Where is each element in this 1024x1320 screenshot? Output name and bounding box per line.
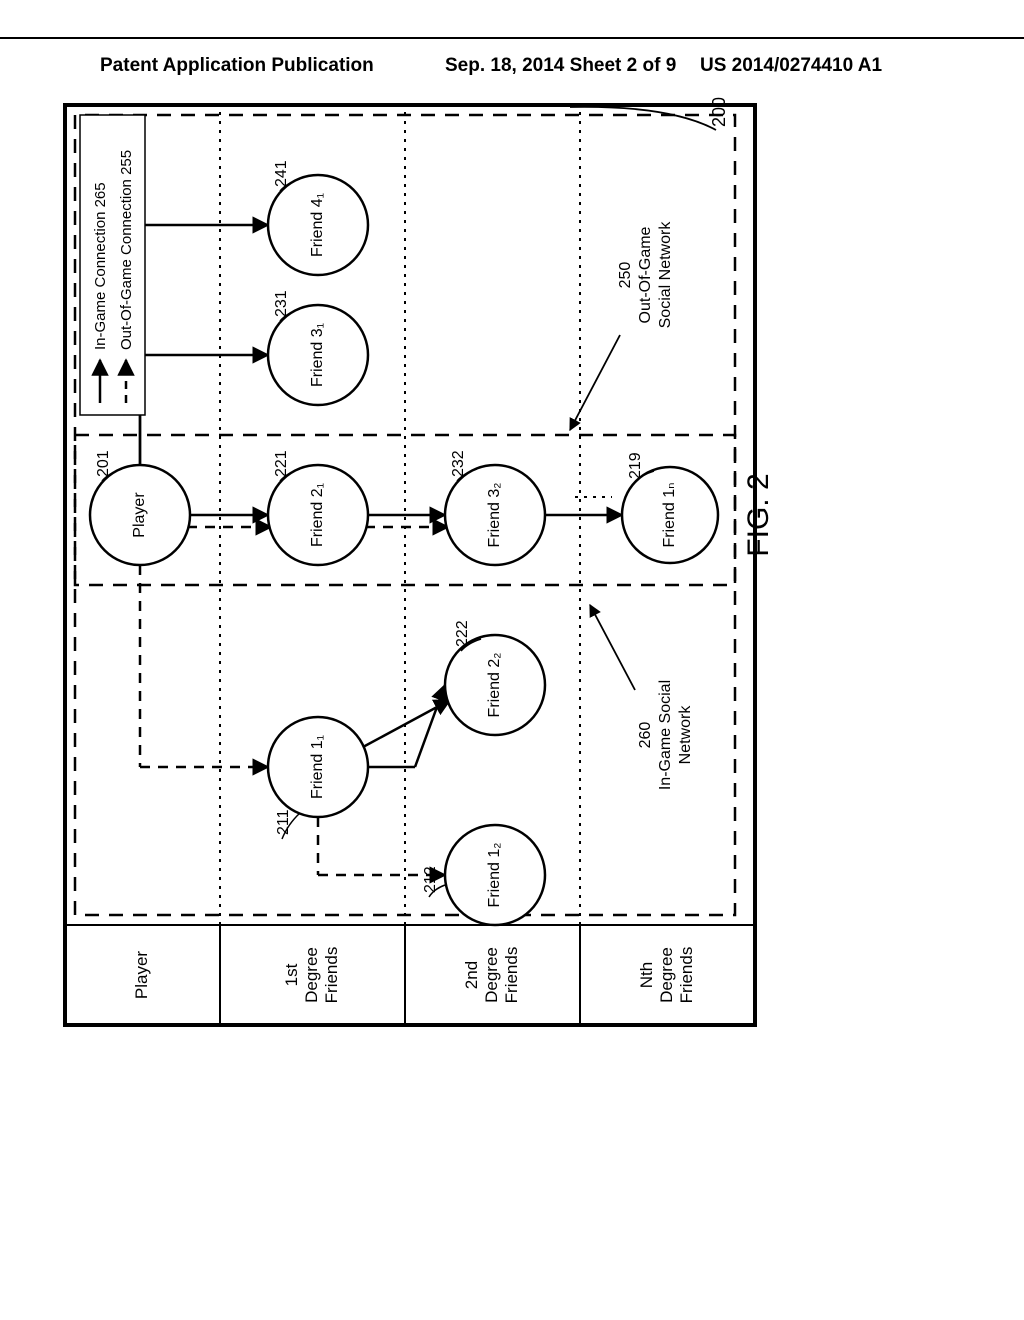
- ref-221: 221: [273, 450, 290, 477]
- node-label-f12: Friend 1₂: [486, 843, 503, 908]
- node-label-f21: Friend 2₁: [309, 483, 326, 547]
- node-label-f41: Friend 4₁: [309, 193, 326, 257]
- node-label-f31: Friend 3₁: [309, 323, 326, 387]
- row-label-2nd: Friends: [502, 947, 521, 1004]
- row-label-2nd: 2nd: [462, 961, 481, 989]
- header-right: US 2014/0274410 A1: [700, 55, 882, 77]
- ref-200: 200: [709, 97, 729, 127]
- node-label-f22: Friend 2₂: [486, 653, 503, 718]
- in-game-l1: In-Game Social: [657, 680, 674, 790]
- legend-out-game-label: Out-Of-Game Connection 255: [118, 150, 135, 350]
- out-game-l1: Out-Of-Game: [637, 226, 654, 323]
- node-label-f32: Friend 3₂: [486, 483, 503, 548]
- row-label-nth: Nth: [637, 962, 656, 988]
- out-game-ref: 250: [617, 262, 634, 289]
- legend-in-game-label: In-Game Connection 265: [92, 182, 109, 350]
- row-label-1st: Friends: [322, 947, 341, 1004]
- ref-219: 219: [627, 452, 644, 479]
- ref-241: 241: [273, 160, 290, 187]
- row-label-1st: Degree: [302, 947, 321, 1003]
- ref-222: 222: [454, 620, 471, 647]
- in-game-l2: Network: [677, 705, 694, 765]
- row-label-nth: Friends: [677, 947, 696, 1004]
- node-label-f11: Friend 1₁: [309, 735, 326, 799]
- conn-f11-f22b: [363, 700, 450, 747]
- conn-f11-f22-seg2: [415, 685, 445, 767]
- out-game-leader: [570, 335, 620, 430]
- header-left: Patent Application Publication: [100, 55, 374, 77]
- ref-232: 232: [450, 450, 467, 477]
- social-network-diagram: Player1stDegreeFriends2ndDegreeFriendsNt…: [10, 95, 770, 1035]
- diagram-container: Player1stDegreeFriends2ndDegreeFriendsNt…: [10, 275, 990, 1035]
- header-center: Sep. 18, 2014 Sheet 2 of 9: [445, 55, 676, 77]
- row-label-1st: 1st: [282, 963, 301, 986]
- figure-label: FIG. 2: [742, 473, 770, 556]
- ref-201: 201: [95, 450, 112, 477]
- legend-box: [80, 115, 145, 415]
- node-label-player: Player: [131, 492, 148, 538]
- in-game-leader: [590, 605, 635, 690]
- out-game-l2: Social Network: [657, 221, 674, 329]
- row-label-2nd: Degree: [482, 947, 501, 1003]
- row-label-player: Player: [132, 951, 151, 1000]
- ref-211: 211: [275, 809, 292, 835]
- ref-200-leader: [570, 107, 716, 130]
- node-label-f1N: Friend 1ₙ: [661, 482, 678, 547]
- row-label-nth: Degree: [657, 947, 676, 1003]
- in-game-ref: 260: [637, 722, 654, 749]
- ref-231: 231: [273, 290, 290, 317]
- top-rule: [0, 37, 1024, 39]
